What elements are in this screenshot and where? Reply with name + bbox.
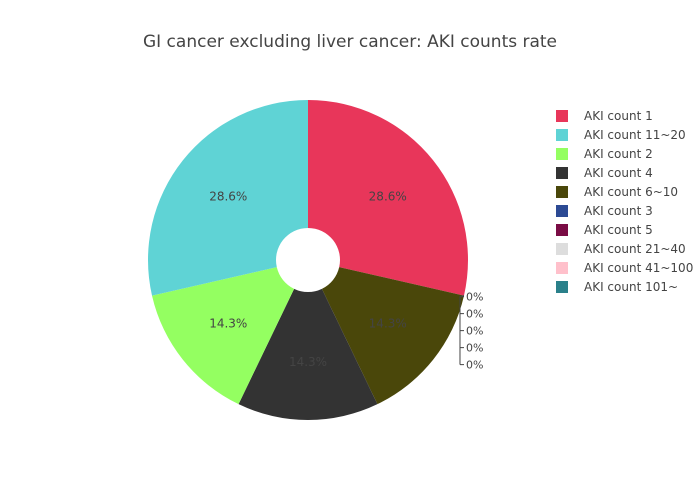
legend-item-aki-count-1[interactable]: AKI count 1 <box>556 106 693 125</box>
legend-swatch <box>556 242 568 255</box>
legend-label: AKI count 3 <box>584 203 653 218</box>
legend-swatch <box>556 147 568 160</box>
legend-label: AKI count 5 <box>584 222 653 237</box>
zero-label: 0% <box>466 342 483 355</box>
legend-swatch <box>556 185 568 198</box>
legend-swatch <box>556 261 568 274</box>
slice-aki-count-11-20[interactable] <box>147 100 308 296</box>
legend-swatch <box>556 223 568 236</box>
zero-label: 0% <box>466 308 483 321</box>
legend-label: AKI count 21~40 <box>584 241 686 256</box>
slice-aki-count-2[interactable] <box>152 267 295 405</box>
legend-swatch <box>556 280 568 293</box>
chart-title: GI cancer excluding liver cancer: AKI co… <box>142 32 558 52</box>
legend-label: AKI count 4 <box>584 165 653 180</box>
legend-swatch <box>556 204 568 217</box>
zero-label: 0% <box>466 325 483 338</box>
zero-label: 0% <box>466 359 483 372</box>
legend-item-aki-count-4[interactable]: AKI count 4 <box>556 163 693 182</box>
legend-swatch <box>556 128 568 141</box>
legend-item-aki-count-3[interactable]: AKI count 3 <box>556 201 693 220</box>
legend-item-aki-count-21-40[interactable]: AKI count 21~40 <box>556 239 693 258</box>
legend-item-aki-count-11-20[interactable]: AKI count 11~20 <box>556 125 693 144</box>
legend: AKI count 1 AKI count 11~20 AKI count 2 AKI… <box>556 106 693 296</box>
legend-item-aki-count-2[interactable]: AKI count 2 <box>556 144 693 163</box>
legend-label: AKI count 6~10 <box>584 184 679 199</box>
legend-label: AKI count 1 <box>584 108 653 123</box>
legend-item-aki-count-101[interactable]: AKI count 101~ <box>556 277 693 296</box>
zero-label-leaders <box>459 295 465 366</box>
slice-label-aki-count-2: 14.3% <box>209 317 247 331</box>
legend-label: AKI count 11~20 <box>584 127 686 142</box>
legend-item-aki-count-41-100[interactable]: AKI count 41~100 <box>556 258 693 277</box>
legend-swatch <box>556 166 568 179</box>
legend-item-aki-count-6-10[interactable]: AKI count 6~10 <box>556 182 693 201</box>
legend-label: AKI count 101~ <box>584 279 679 294</box>
zero-label: 0% <box>466 291 483 304</box>
legend-item-aki-count-5[interactable]: AKI count 5 <box>556 220 693 239</box>
slice-label-aki-count-4: 14.3% <box>289 355 327 369</box>
legend-label: AKI count 41~100 <box>584 260 694 275</box>
slice-label-aki-count-6-10: 14.3% <box>369 317 407 331</box>
slice-aki-count-4[interactable] <box>238 288 378 421</box>
slice-aki-count-1[interactable] <box>308 100 468 296</box>
slice-label-aki-count-11-20: 28.6% <box>209 189 247 203</box>
slice-label-aki-count-1: 28.6% <box>369 189 407 203</box>
slice-aki-count-6-10[interactable] <box>321 267 464 405</box>
legend-swatch <box>556 109 568 122</box>
legend-label: AKI count 2 <box>584 146 653 161</box>
